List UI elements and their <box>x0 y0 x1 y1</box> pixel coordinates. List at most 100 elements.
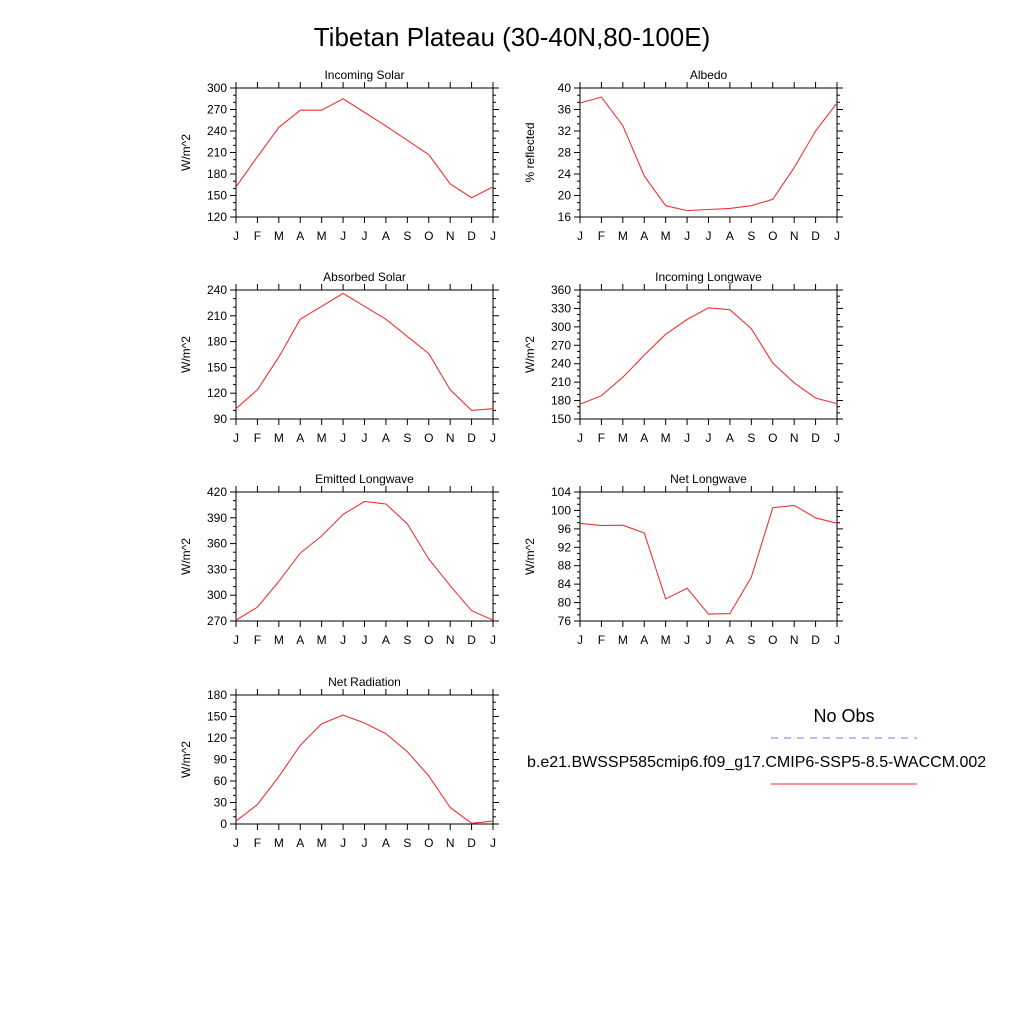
x-tick-label: M <box>618 633 628 647</box>
x-tick-label: S <box>403 633 411 647</box>
x-tick-label: A <box>296 836 304 850</box>
y-tick-label: 88 <box>558 559 572 573</box>
y-tick-label: 180 <box>207 335 227 349</box>
plot-frame <box>235 289 494 420</box>
x-tick-label: A <box>382 431 390 445</box>
y-tick-label: 100 <box>551 503 571 517</box>
series-line <box>579 307 838 405</box>
plot-frame <box>579 289 838 420</box>
x-tick-label: J <box>340 836 346 850</box>
y-tick-label: 180 <box>551 394 571 408</box>
x-tick-label: J <box>362 836 368 850</box>
x-tick-label: A <box>640 229 648 243</box>
x-tick-label: J <box>706 431 712 445</box>
x-tick-label: A <box>296 431 304 445</box>
x-tick-label: O <box>768 229 777 243</box>
x-tick-label: J <box>340 431 346 445</box>
y-tick-label: 330 <box>207 562 227 576</box>
y-tick-label: 240 <box>207 124 227 138</box>
x-tick-label: A <box>726 431 734 445</box>
y-axis-label: W/m^2 <box>179 538 193 575</box>
x-tick-label: D <box>467 229 476 243</box>
x-tick-label: S <box>747 633 755 647</box>
y-tick-label: 180 <box>207 688 227 702</box>
panel-title: Absorbed Solar <box>323 270 406 284</box>
y-tick-label: 16 <box>558 210 572 224</box>
panel-title: Incoming Longwave <box>655 270 762 284</box>
y-tick-label: 210 <box>207 146 227 160</box>
x-tick-label: M <box>274 431 284 445</box>
y-tick-label: 84 <box>558 577 572 591</box>
x-tick-label: S <box>403 431 411 445</box>
y-axis-label: W/m^2 <box>179 741 193 778</box>
x-tick-label: N <box>446 633 455 647</box>
x-tick-label: M <box>618 431 628 445</box>
x-tick-label: J <box>362 229 368 243</box>
plot-frame <box>235 694 494 825</box>
y-tick-label: 92 <box>558 540 572 554</box>
x-tick-label: D <box>811 431 820 445</box>
y-axis-label: W/m^2 <box>523 336 537 373</box>
y-tick-label: 0 <box>220 817 227 831</box>
y-tick-label: 30 <box>214 796 228 810</box>
x-tick-label: A <box>296 633 304 647</box>
x-tick-label: J <box>233 633 239 647</box>
x-tick-label: J <box>684 633 690 647</box>
y-tick-label: 104 <box>551 485 571 499</box>
x-tick-label: A <box>726 229 734 243</box>
y-axis-label: % reflected <box>523 122 537 182</box>
y-tick-label: 90 <box>214 753 228 767</box>
y-tick-label: 80 <box>558 596 572 610</box>
x-tick-label: J <box>362 431 368 445</box>
x-tick-label: J <box>490 431 496 445</box>
x-tick-label: N <box>790 633 799 647</box>
y-tick-label: 300 <box>207 588 227 602</box>
x-tick-label: A <box>382 836 390 850</box>
y-tick-label: 270 <box>207 103 227 117</box>
y-tick-label: 120 <box>207 386 227 400</box>
y-axis-label: W/m^2 <box>523 538 537 575</box>
x-tick-label: J <box>490 633 496 647</box>
x-tick-label: O <box>424 431 433 445</box>
x-tick-label: N <box>446 229 455 243</box>
y-tick-label: 210 <box>207 309 227 323</box>
panel-title: Incoming Solar <box>324 68 404 82</box>
y-tick-label: 210 <box>551 375 571 389</box>
series-line <box>235 500 494 621</box>
x-tick-label: D <box>467 633 476 647</box>
x-tick-label: J <box>577 229 583 243</box>
x-tick-label: F <box>254 229 261 243</box>
x-tick-label: J <box>706 229 712 243</box>
y-tick-label: 330 <box>551 301 571 315</box>
y-tick-label: 390 <box>207 511 227 525</box>
x-tick-label: O <box>424 633 433 647</box>
y-tick-label: 36 <box>558 103 572 117</box>
plot-frame <box>235 87 494 218</box>
y-tick-label: 300 <box>551 320 571 334</box>
y-axis-label: W/m^2 <box>179 336 193 373</box>
y-tick-label: 60 <box>214 774 228 788</box>
y-tick-label: 360 <box>551 283 571 297</box>
x-tick-label: J <box>684 431 690 445</box>
panel-title: Albedo <box>690 68 728 82</box>
x-tick-label: F <box>598 229 605 243</box>
x-tick-label: J <box>706 633 712 647</box>
x-tick-label: J <box>577 633 583 647</box>
x-tick-label: O <box>768 633 777 647</box>
x-tick-label: M <box>661 229 671 243</box>
y-tick-label: 420 <box>207 485 227 499</box>
x-tick-label: A <box>296 229 304 243</box>
x-tick-label: F <box>254 836 261 850</box>
x-tick-label: A <box>726 633 734 647</box>
x-tick-label: M <box>661 431 671 445</box>
y-tick-label: 120 <box>207 210 227 224</box>
x-tick-label: J <box>490 229 496 243</box>
x-tick-label: S <box>403 836 411 850</box>
x-tick-label: O <box>424 229 433 243</box>
x-tick-label: O <box>768 431 777 445</box>
